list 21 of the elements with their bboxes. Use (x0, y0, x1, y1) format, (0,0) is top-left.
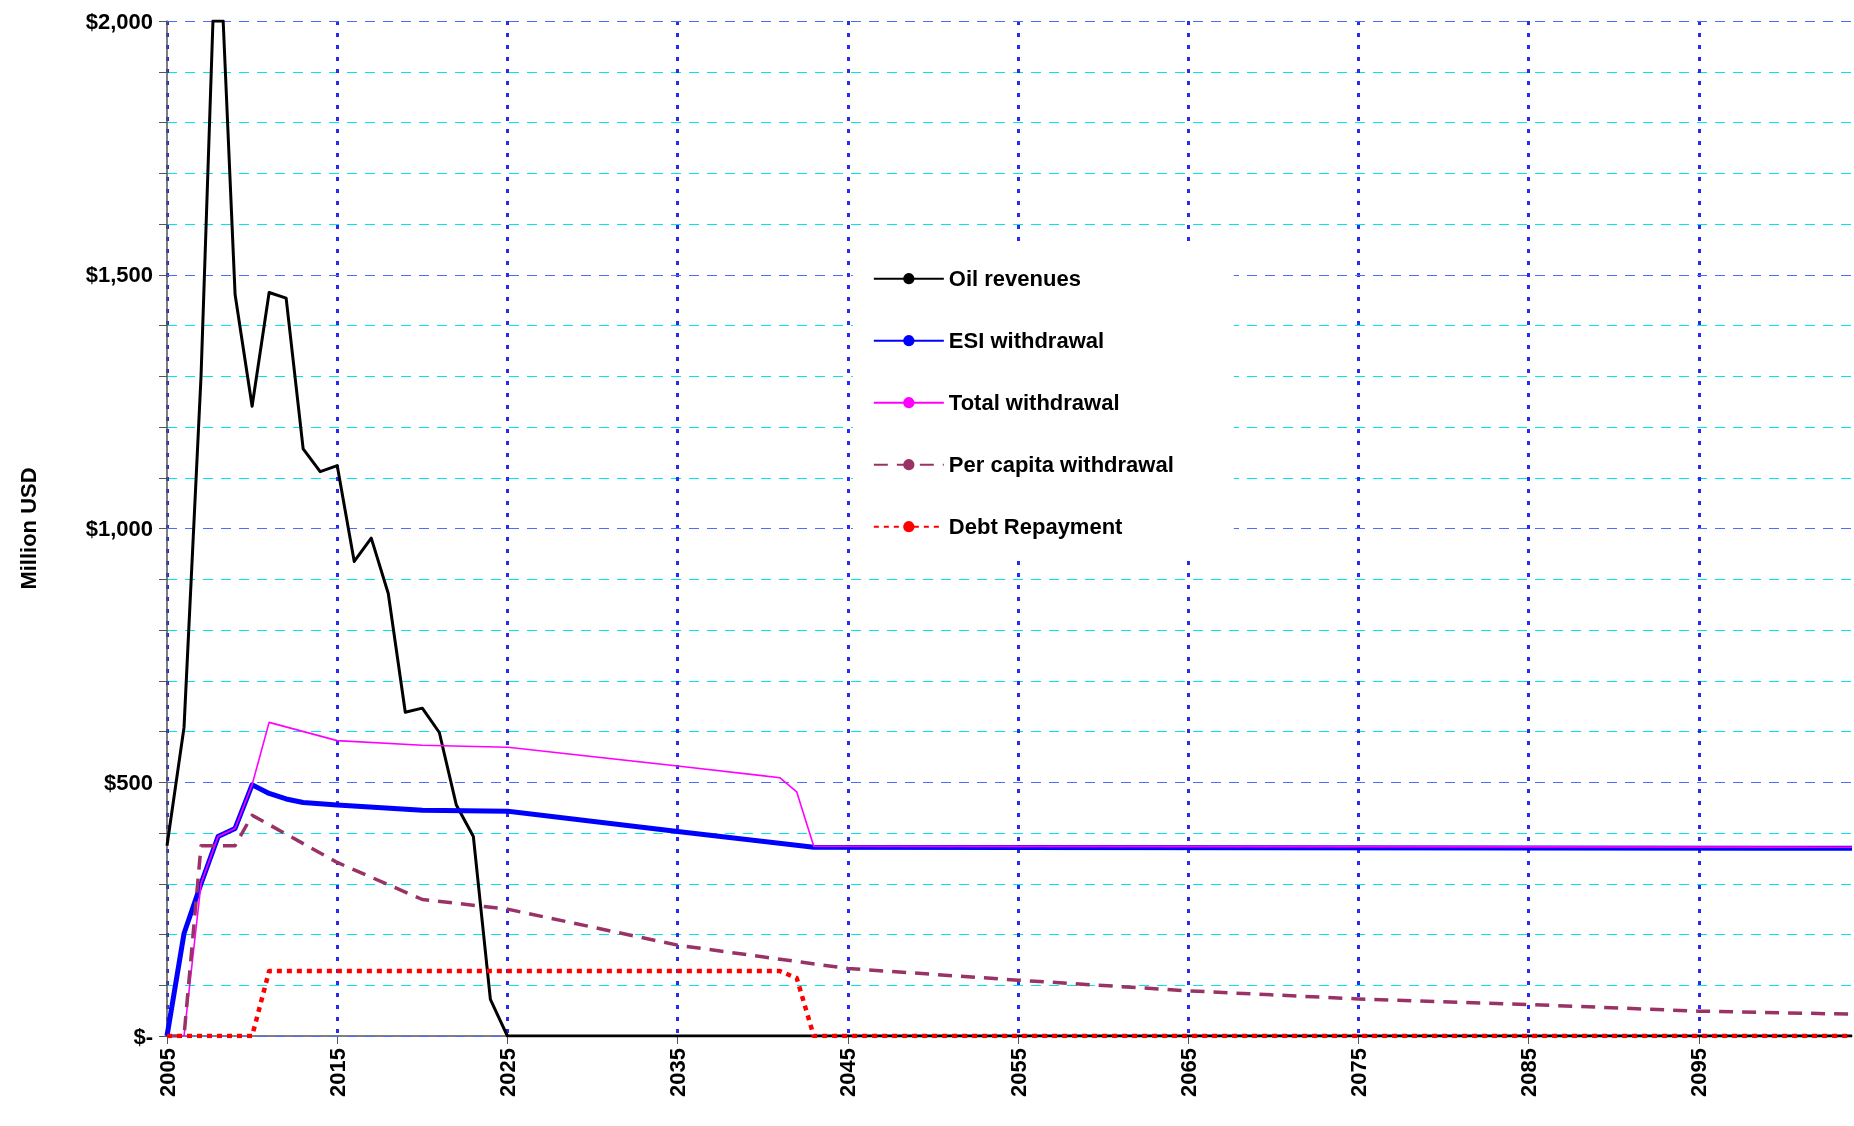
x-tick-label: 2045 (835, 1048, 861, 1097)
x-tick-label: 2085 (1516, 1048, 1542, 1097)
legend-label: ESI withdrawal (948, 328, 1105, 354)
x-tick-label: 2025 (494, 1048, 520, 1097)
legend-label: Total withdrawal (948, 390, 1120, 416)
y-tick-label: $1,500 (85, 262, 153, 288)
y-tick-label: $1,000 (85, 516, 153, 541)
x-tick-label: 2055 (1005, 1048, 1031, 1097)
y-axis-title: Million USD (15, 467, 41, 590)
x-tick-label: 2035 (665, 1048, 691, 1097)
x-tick-label: 2075 (1345, 1048, 1371, 1097)
legend-label: Debt Repayment (948, 514, 1124, 540)
legend-label: Oil revenues (948, 266, 1081, 292)
y-tick-label: $2,000 (85, 8, 153, 34)
legend-label: Per capita withdrawal (948, 452, 1174, 478)
x-tick-label: 2015 (324, 1048, 350, 1097)
y-tick-label: $500 (104, 769, 153, 795)
x-tick-label: 2005 (154, 1048, 180, 1097)
x-tick-label: 2095 (1686, 1048, 1712, 1097)
y-tick-label: $- (133, 1023, 153, 1049)
x-tick-label: 2065 (1175, 1048, 1201, 1097)
